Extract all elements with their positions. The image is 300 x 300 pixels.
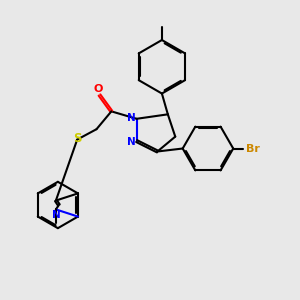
Text: S: S: [73, 132, 81, 145]
Text: N: N: [127, 137, 136, 147]
Text: O: O: [93, 84, 103, 94]
Text: N: N: [127, 113, 136, 123]
Text: N: N: [52, 210, 61, 220]
Text: Br: Br: [246, 143, 260, 154]
